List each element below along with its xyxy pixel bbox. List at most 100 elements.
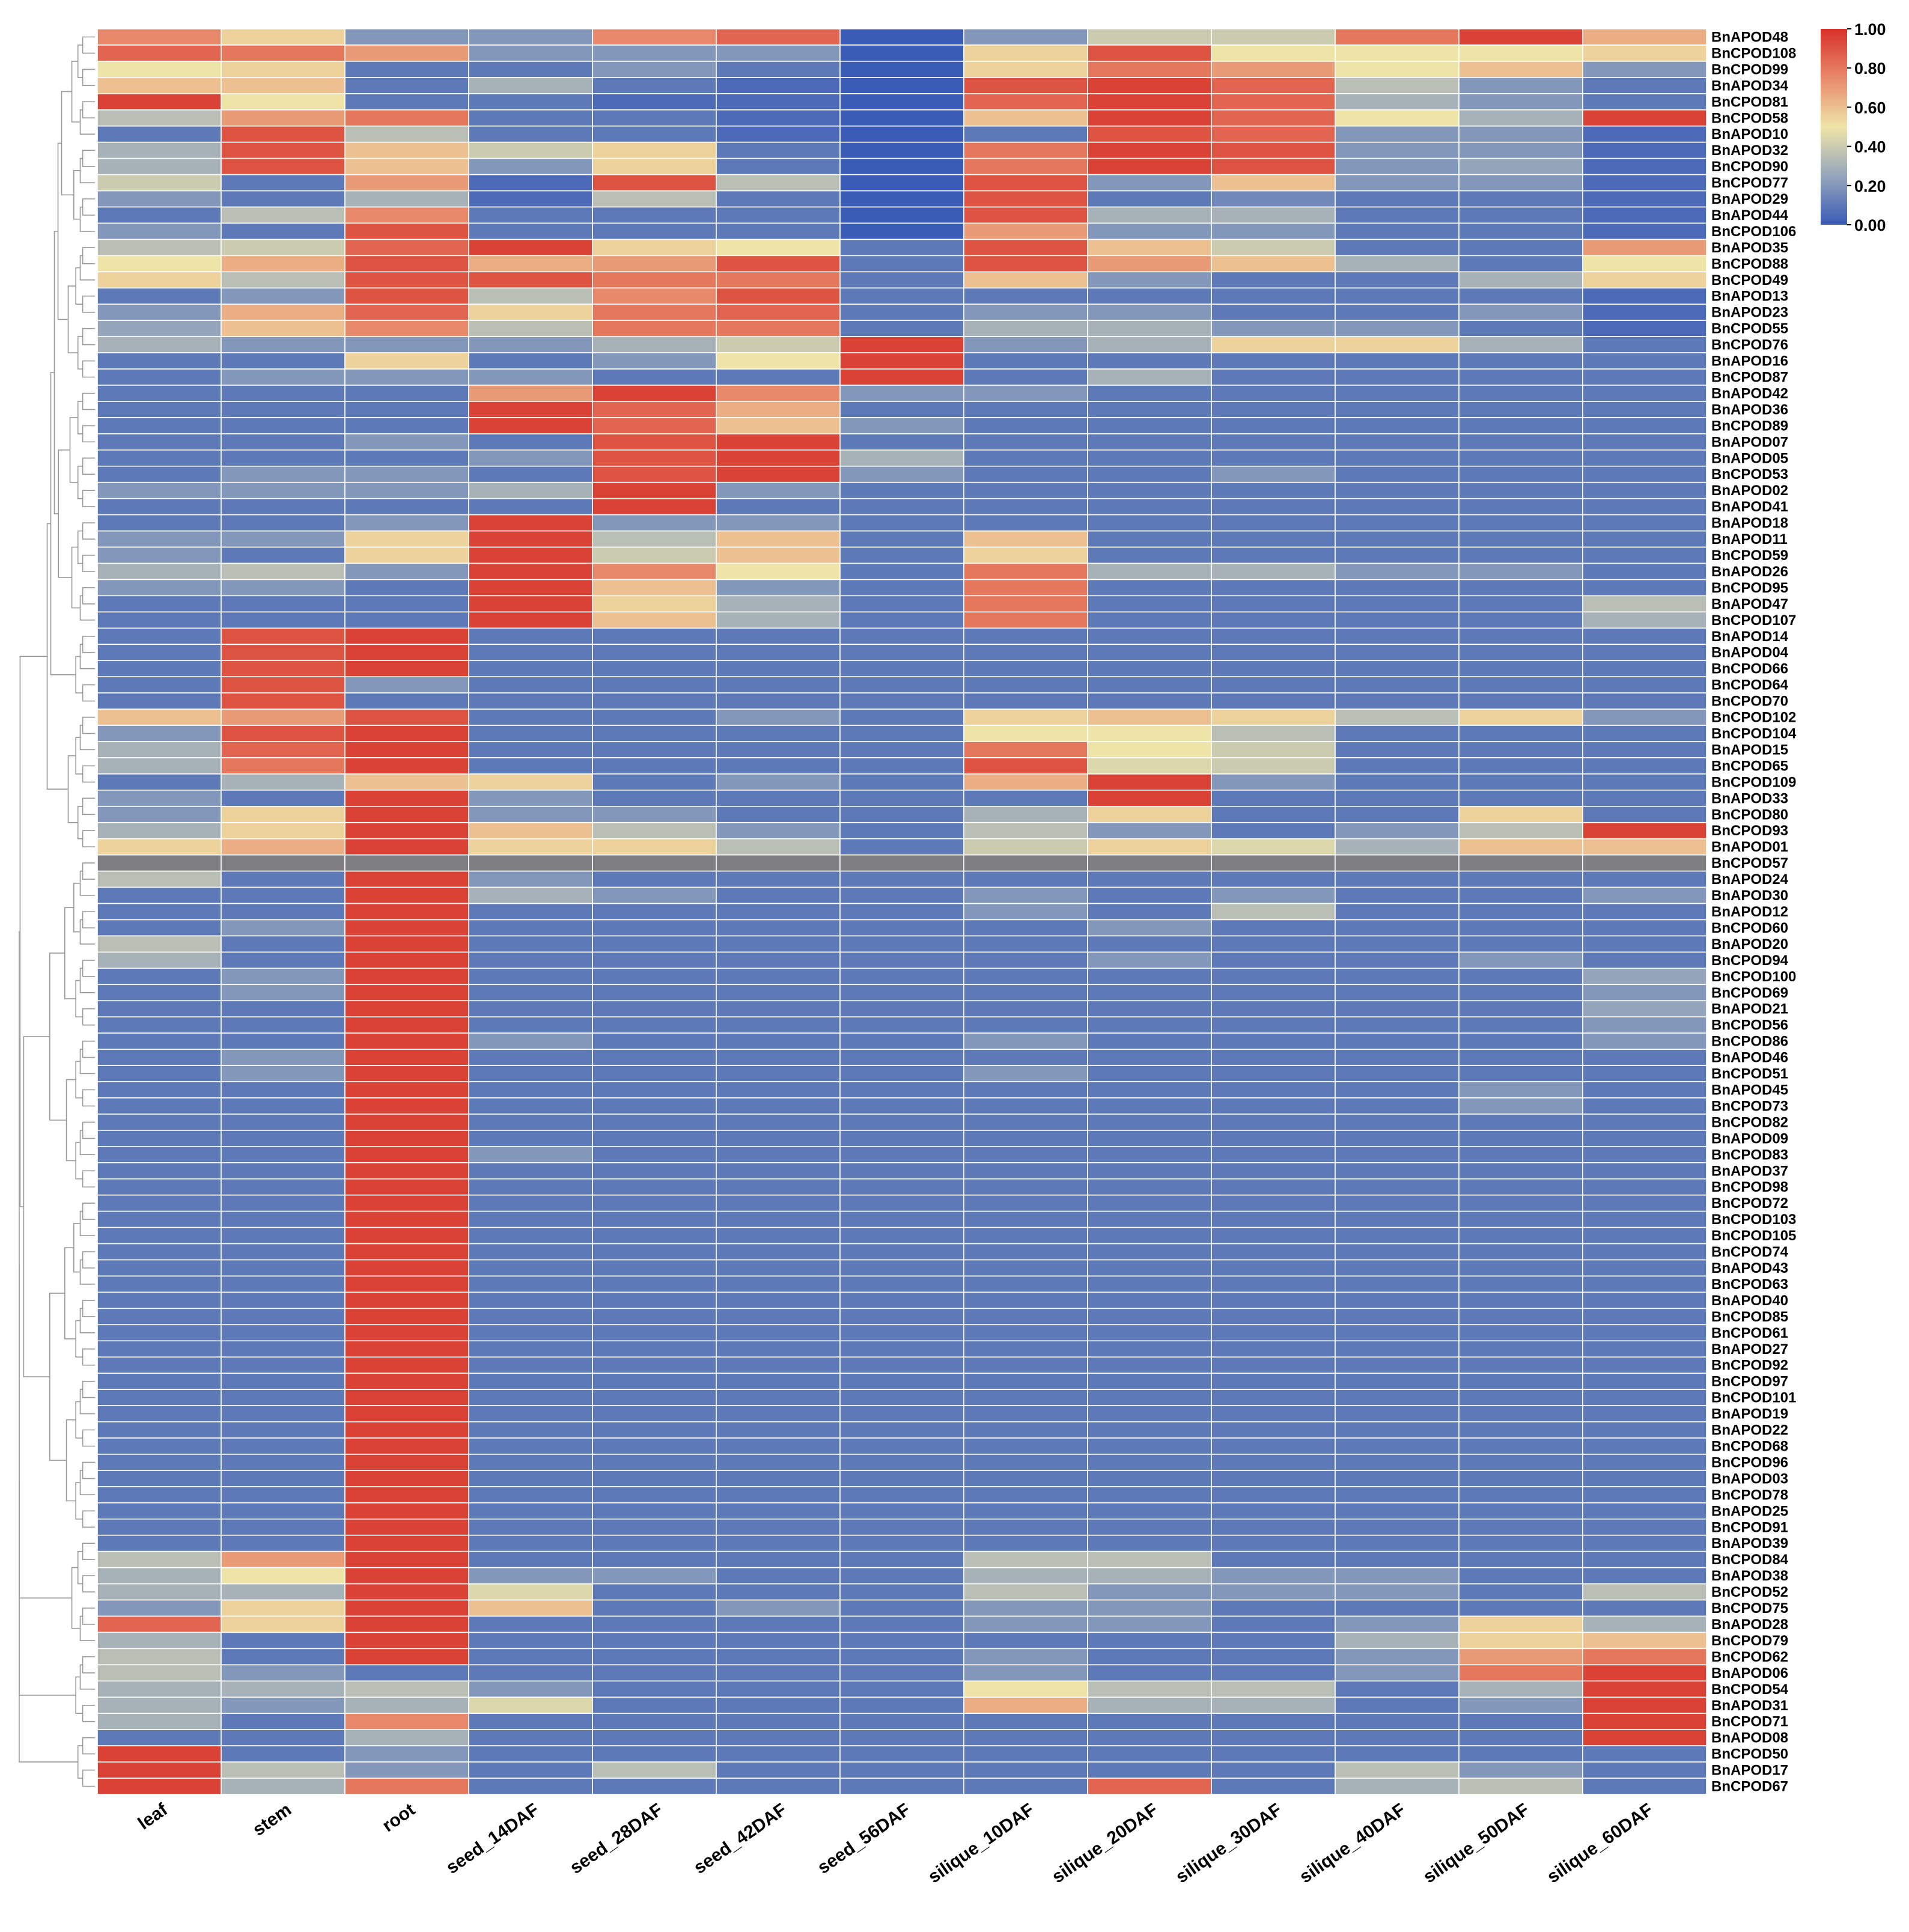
- heatmap-cell: [221, 515, 345, 531]
- heatmap-cell: [1088, 984, 1211, 1001]
- heatmap-cell: [221, 1487, 345, 1503]
- heatmap-cell: [1088, 255, 1211, 272]
- dendrogram-branch: [76, 268, 83, 305]
- heatmap-cell: [469, 1341, 592, 1357]
- heatmap-cell: [97, 207, 221, 224]
- heatmap-cell: [1583, 1778, 1707, 1794]
- heatmap-cell: [345, 1228, 469, 1244]
- heatmap-cell: [716, 207, 840, 224]
- heatmap-cell: [345, 968, 469, 984]
- heatmap-cell: [716, 191, 840, 207]
- heatmap-cell: [1583, 1665, 1707, 1681]
- heatmap-cell: [1211, 660, 1335, 677]
- heatmap-cell: [1088, 677, 1211, 693]
- heatmap-cell: [345, 1357, 469, 1373]
- heatmap-cell: [1459, 1244, 1583, 1260]
- heatmap-cell: [592, 191, 716, 207]
- heatmap-cell: [221, 563, 345, 579]
- heatmap-cell: [716, 1617, 840, 1633]
- heatmap-cell: [97, 1098, 221, 1114]
- heatmap-cell: [469, 1762, 592, 1778]
- heatmap-cell: [1211, 1600, 1335, 1617]
- heatmap-cell: [345, 1195, 469, 1211]
- heatmap-cell: [1088, 1438, 1211, 1454]
- heatmap-cell: [592, 110, 716, 126]
- heatmap-cell: [221, 1130, 345, 1147]
- heatmap-cell: [221, 806, 345, 823]
- heatmap-cell: [1335, 255, 1459, 272]
- heatmap-cell: [840, 159, 964, 175]
- heatmap-cell: [469, 1211, 592, 1228]
- heatmap-cell: [1088, 223, 1211, 239]
- heatmap-cell: [592, 1341, 716, 1357]
- heatmap-cell: [1335, 1422, 1459, 1438]
- dendrogram-branch: [50, 953, 67, 1120]
- heatmap-cell: [97, 579, 221, 596]
- heatmap-cell: [1211, 255, 1335, 272]
- heatmap-cell: [221, 78, 345, 94]
- heatmap-cell: [345, 239, 469, 255]
- heatmap-cell: [345, 1244, 469, 1260]
- heatmap-cell: [964, 888, 1088, 904]
- heatmap-cell: [1211, 1665, 1335, 1681]
- heatmap-cell: [716, 1470, 840, 1487]
- heatmap-cell: [964, 919, 1088, 936]
- heatmap-cell: [221, 725, 345, 742]
- heatmap-cell: [592, 1244, 716, 1260]
- heatmap-cell: [592, 1082, 716, 1098]
- heatmap-cell: [964, 1503, 1088, 1519]
- heatmap-cell: [97, 677, 221, 693]
- heatmap-cell: [1335, 531, 1459, 547]
- heatmap-cell: [97, 29, 221, 45]
- heatmap-cell: [1459, 450, 1583, 466]
- heatmap-cell: [964, 1729, 1088, 1746]
- heatmap-cell: [469, 499, 592, 515]
- heatmap-cell: [1088, 1098, 1211, 1114]
- heatmap-cell: [469, 758, 592, 774]
- heatmap-cell: [592, 515, 716, 531]
- heatmap-cell: [840, 1584, 964, 1600]
- heatmap-cell: [592, 936, 716, 952]
- row-label: BnCPOD60: [1711, 920, 1788, 936]
- heatmap-cell: [97, 1324, 221, 1341]
- heatmap-cell: [221, 1746, 345, 1762]
- heatmap-cell: [97, 1778, 221, 1794]
- heatmap-cell: [592, 579, 716, 596]
- heatmap-cell: [1211, 677, 1335, 693]
- heatmap-cell: [964, 110, 1088, 126]
- row-label: BnAPOD02: [1711, 483, 1788, 499]
- heatmap-cell: [840, 499, 964, 515]
- heatmap-cell: [716, 984, 840, 1001]
- heatmap-cell: [1583, 1065, 1707, 1082]
- heatmap-cell: [221, 320, 345, 337]
- dendrogram-branch: [83, 798, 95, 814]
- heatmap-cell: [97, 823, 221, 839]
- heatmap-cell: [1335, 547, 1459, 564]
- heatmap-cell: [716, 1519, 840, 1535]
- heatmap-cell: [97, 839, 221, 855]
- heatmap-cell: [97, 1487, 221, 1503]
- heatmap-cell: [1459, 839, 1583, 855]
- heatmap-cell: [345, 1098, 469, 1114]
- heatmap-cell: [840, 612, 964, 628]
- heatmap-cell: [1335, 677, 1459, 693]
- heatmap-cell: [469, 871, 592, 888]
- heatmap-cell: [1335, 774, 1459, 790]
- heatmap-cell: [97, 1082, 221, 1098]
- heatmap-cell: [1335, 1535, 1459, 1552]
- heatmap-cell: [1459, 1357, 1583, 1373]
- heatmap-cell: [1335, 45, 1459, 61]
- heatmap-cell: [97, 466, 221, 483]
- heatmap-cell: [345, 725, 469, 742]
- heatmap-cell: [1583, 126, 1707, 142]
- heatmap-cell: [840, 1065, 964, 1082]
- heatmap-cell: [345, 1665, 469, 1681]
- heatmap-cell: [1335, 1406, 1459, 1422]
- heatmap-cell: [345, 142, 469, 159]
- dendrogram-branch: [83, 1657, 95, 1673]
- heatmap-cell: [1211, 1082, 1335, 1098]
- heatmap-cell: [1583, 1681, 1707, 1697]
- heatmap-cell: [97, 563, 221, 579]
- heatmap-cell: [1335, 1697, 1459, 1713]
- row-label: BnCPOD77: [1711, 175, 1788, 191]
